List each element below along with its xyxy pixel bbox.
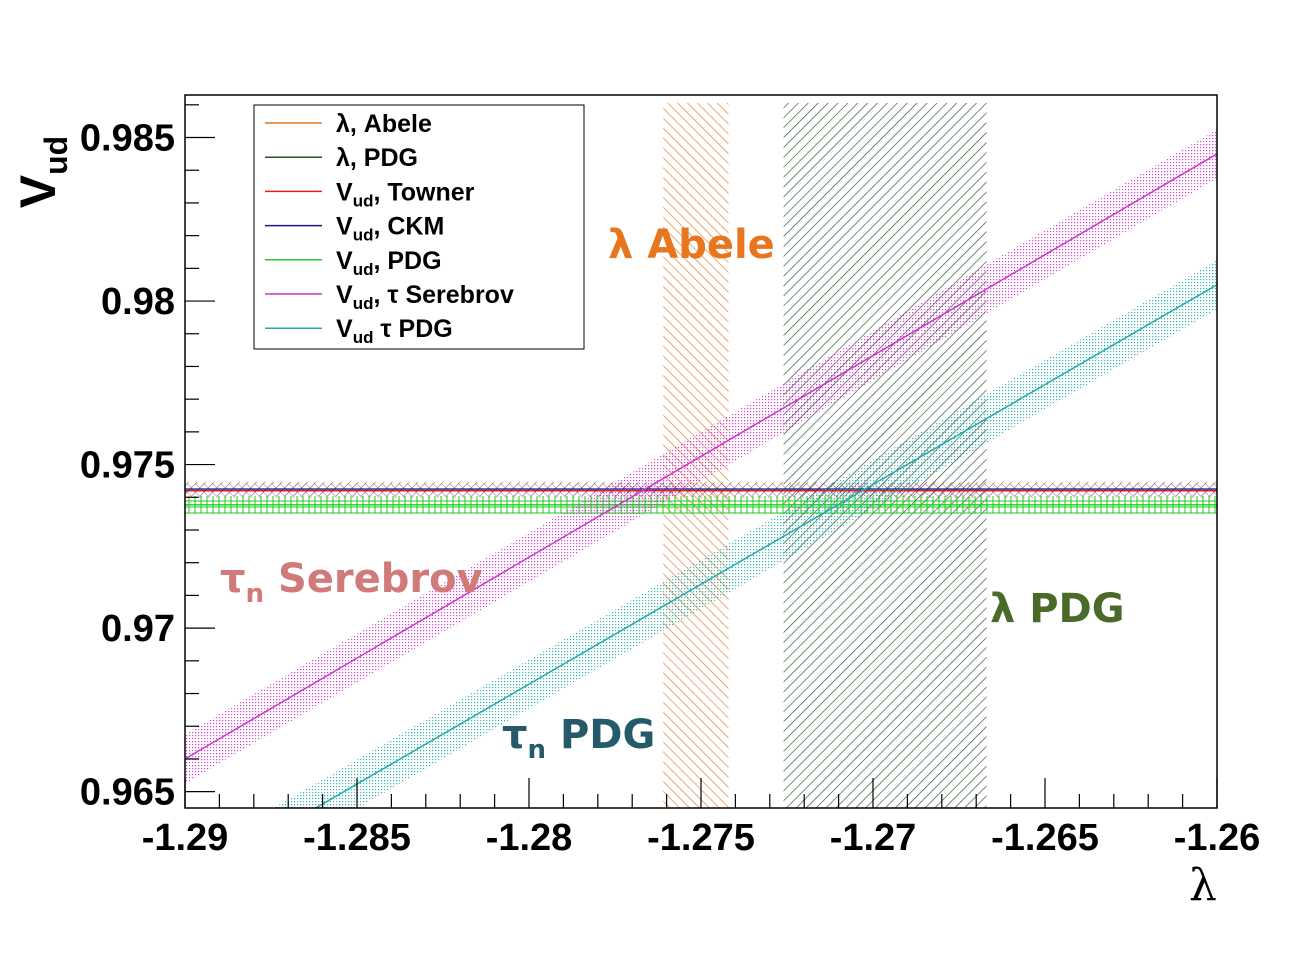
x-tick-label: -1.285 [303,817,411,859]
y-axis-title-sub: ud [38,136,74,175]
legend-box [253,104,585,350]
y-tick-label: 0.965 [80,772,175,814]
y-tick-label: 0.97 [101,608,175,650]
x-tick-label: -1.29 [142,817,229,859]
x-tick-label: -1.27 [830,817,917,859]
legend-entry: Vud, PDG [336,247,442,279]
y-axis-title: Vud [10,136,74,208]
y-tick-label: 0.98 [101,281,175,323]
x-tick-label: -1.28 [486,817,573,859]
annotation-tau-serebrov: τn Serebrov [220,556,483,609]
legend-entry: λ, PDG [336,144,418,172]
series-vud-tau-pdg-line [314,283,1217,808]
x-tick-label: -1.26 [1174,817,1261,859]
y-axis-title-main: V [10,174,66,208]
x-tick-label: -1.265 [991,817,1099,859]
legend-entry: Vud, Towner [336,178,475,210]
y-tick-label: 0.975 [80,445,175,487]
legend-entry: Vud τ PDG [336,315,453,347]
legend-entry: Vud, τ Serebrov [336,281,514,313]
annotation-lambda-abele: λ Abele [608,222,775,268]
annotation-tau-pdg: τn PDG [502,712,655,765]
legend-entry: λ, Abele [336,110,432,138]
legend-entry: Vud, CKM [336,213,444,245]
y-tick-label: 0.985 [80,118,175,160]
svg-text:Vud: Vud [10,136,74,208]
x-tick-label: -1.275 [647,817,755,859]
series-vud-tau-serebrov-line [185,153,1217,760]
x-axis-title: λ [1189,860,1217,911]
annotation-lambda-pdg: λ PDG [990,586,1125,632]
series-vud-tau-pdg-band [273,260,1217,808]
